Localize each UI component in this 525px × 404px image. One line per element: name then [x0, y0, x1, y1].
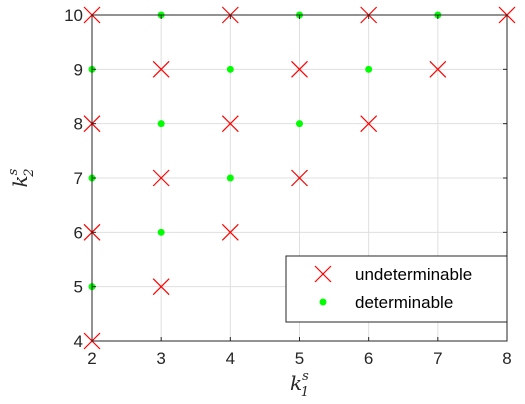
- legend-label: undeterminable: [355, 265, 472, 284]
- determinable-point: [157, 120, 165, 128]
- determinable-point: [226, 65, 234, 73]
- legend-box: [285, 255, 508, 323]
- legend-label: determinable: [355, 293, 453, 312]
- x-tick-label: 4: [226, 349, 235, 368]
- undeterminable-point: [221, 223, 239, 241]
- x-axis-label-sup: s: [302, 369, 309, 384]
- y-tick-label: 4: [74, 332, 83, 351]
- undeterminable-point: [291, 60, 308, 78]
- legend: undeterminable determinable: [285, 255, 508, 323]
- y-axis-label-group: ks2: [6, 168, 37, 187]
- x-axis-label-base: k: [290, 371, 302, 395]
- y-tick-label: 9: [74, 60, 83, 79]
- undeterminable-point: [360, 115, 378, 133]
- x-tick-label: 8: [502, 349, 511, 368]
- x-tick-label: 6: [364, 349, 373, 368]
- legend-entries: undeterminable determinable: [314, 265, 472, 312]
- undeterminable-point: [221, 115, 239, 133]
- legend-marker-undeterminable: [314, 265, 332, 283]
- x-tick-label: 7: [433, 349, 442, 368]
- y-tick-label: 6: [74, 223, 83, 242]
- undeterminable-point: [152, 60, 170, 78]
- determinable-point: [296, 120, 303, 128]
- y-axis-label-sup: s: [6, 168, 21, 175]
- y-tick-label: 8: [74, 115, 83, 134]
- undeterminable-point: [291, 169, 308, 187]
- x-tick-label: 2: [87, 349, 96, 368]
- y-axis-label-sub: 2: [22, 168, 37, 177]
- undeterminable-point: [152, 278, 170, 296]
- y-axis-label: ks2: [6, 168, 37, 187]
- determinable-point: [365, 65, 373, 73]
- x-tick-label: 5: [295, 349, 304, 368]
- y-axis-label-base: k: [8, 175, 32, 187]
- x-axis-label-sub: 1: [301, 385, 309, 400]
- undeterminable-point: [152, 169, 170, 187]
- x-tick-label: 3: [156, 349, 165, 368]
- determinable-point: [157, 228, 165, 236]
- determinable-point: [226, 174, 234, 182]
- y-tick-label: 10: [64, 6, 83, 25]
- axis-ticks: 2 3 4 5 6 7 8 4 5 6 7 8 9 10: [64, 6, 512, 368]
- y-tick-label: 7: [74, 169, 83, 188]
- legend-marker-determinable: [319, 298, 327, 306]
- y-tick-label: 5: [74, 278, 83, 297]
- x-axis-label: ks 1: [290, 369, 309, 400]
- undeterminable-point: [429, 60, 447, 78]
